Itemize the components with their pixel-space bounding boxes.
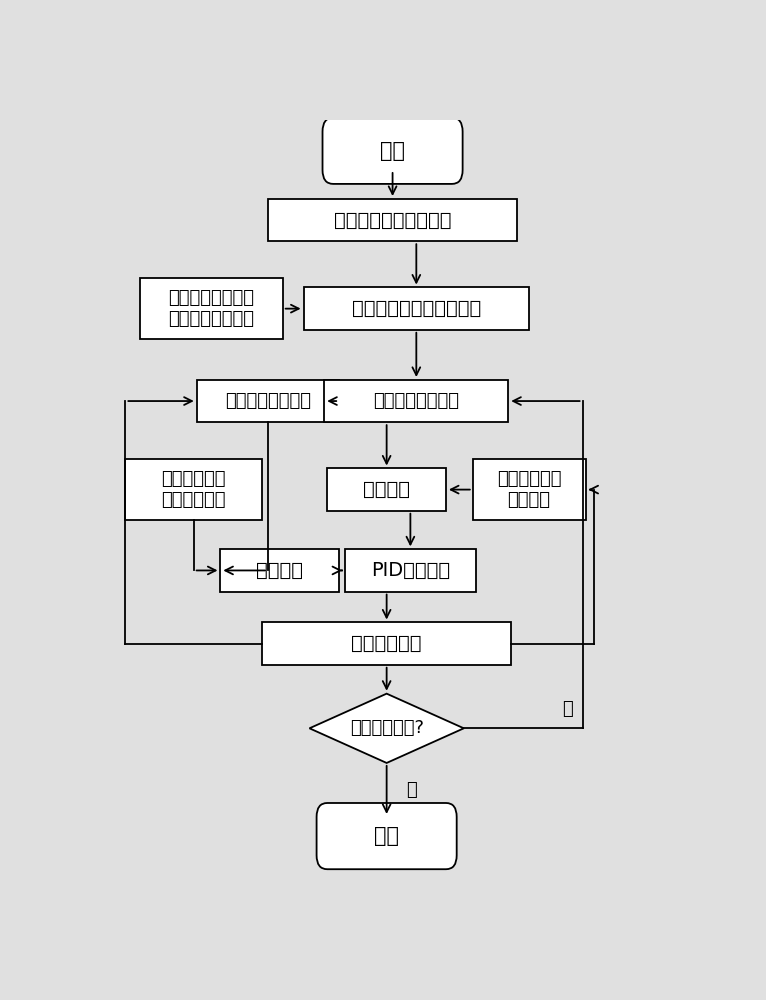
Text: 设定旋转角速
度及目标艏向: 设定旋转角速 度及目标艏向 (162, 470, 226, 509)
Text: 否: 否 (562, 700, 573, 718)
FancyBboxPatch shape (316, 803, 457, 869)
Polygon shape (309, 694, 464, 763)
FancyBboxPatch shape (322, 118, 463, 184)
Bar (262, 622, 512, 665)
Text: 艏向偏差: 艏向偏差 (257, 561, 303, 580)
Text: 达到终止时刻?: 达到终止时刻? (349, 719, 424, 737)
Text: 是: 是 (406, 781, 417, 799)
Text: 位置偏差: 位置偏差 (363, 480, 410, 499)
Bar (197, 380, 339, 422)
Bar (268, 199, 517, 241)
Bar (327, 468, 446, 511)
Text: 结束: 结束 (374, 826, 399, 846)
Bar (221, 549, 339, 592)
Bar (140, 278, 283, 339)
Bar (126, 459, 262, 520)
Text: 当前时刻船舶
位置坐标: 当前时刻船舶 位置坐标 (497, 470, 561, 509)
Bar (324, 380, 509, 422)
Text: 当前时刻船舶艏向: 当前时刻船舶艏向 (225, 392, 311, 410)
Bar (303, 287, 529, 330)
Text: 旋转圆心位置和旋转半径: 旋转圆心位置和旋转半径 (352, 299, 481, 318)
Bar (345, 549, 476, 592)
Text: 船舶数学模型: 船舶数学模型 (352, 634, 422, 653)
Text: 设定旋转中心在船
体坐标系中的位置: 设定旋转中心在船 体坐标系中的位置 (169, 289, 254, 328)
Bar (473, 459, 585, 520)
Text: 船舶位置和状态初始化: 船舶位置和状态初始化 (334, 211, 451, 230)
Text: PID控制算法: PID控制算法 (371, 561, 450, 580)
Text: 开始: 开始 (380, 141, 405, 161)
Text: 当前时刻期望位置: 当前时刻期望位置 (373, 392, 460, 410)
